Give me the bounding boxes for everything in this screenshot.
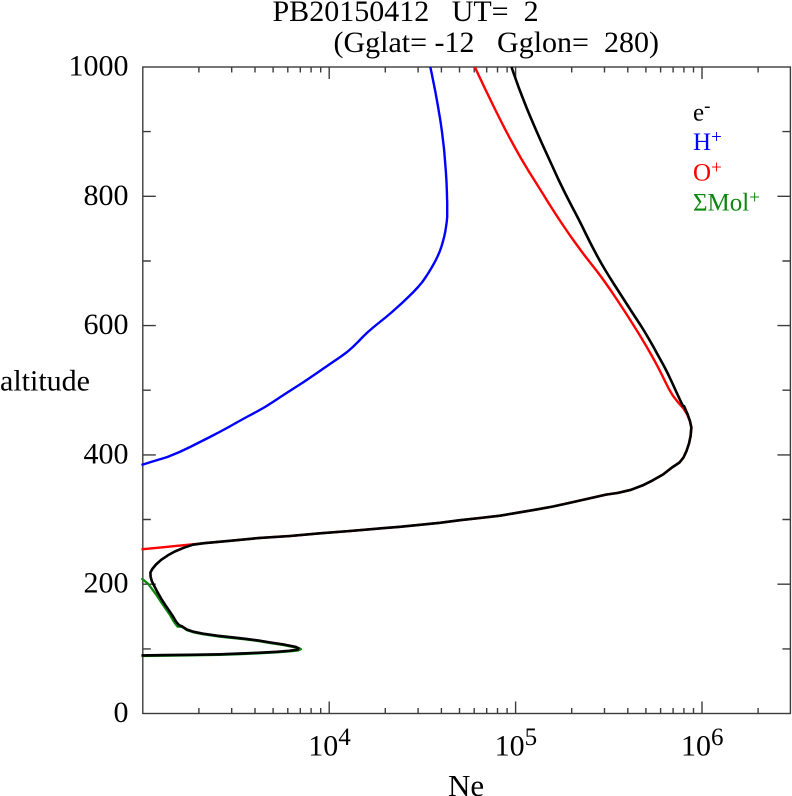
svg-text:O+: O+ xyxy=(693,157,722,186)
svg-text:105: 105 xyxy=(495,724,537,762)
svg-text:106: 106 xyxy=(681,724,724,762)
svg-text:800: 800 xyxy=(84,179,129,212)
svg-text:H+: H+ xyxy=(693,127,722,156)
svg-text:PB20150412 UT= 2: PB20150412 UT= 2 xyxy=(273,0,539,28)
svg-text:0: 0 xyxy=(114,696,129,729)
svg-text:1000: 1000 xyxy=(69,50,129,83)
svg-text:(Gglat= -12 Gglon= 280): (Gglat= -12 Gglon= 280) xyxy=(334,26,659,59)
svg-text:104: 104 xyxy=(308,724,351,762)
svg-text:altitude: altitude xyxy=(0,365,90,398)
svg-text:400: 400 xyxy=(84,437,129,470)
svg-text:600: 600 xyxy=(84,308,129,341)
svg-text:ΣMol+: ΣMol+ xyxy=(693,187,760,216)
svg-text:200: 200 xyxy=(84,567,129,600)
svg-text:Ne: Ne xyxy=(448,768,484,796)
svg-text:e-: e- xyxy=(693,96,710,127)
